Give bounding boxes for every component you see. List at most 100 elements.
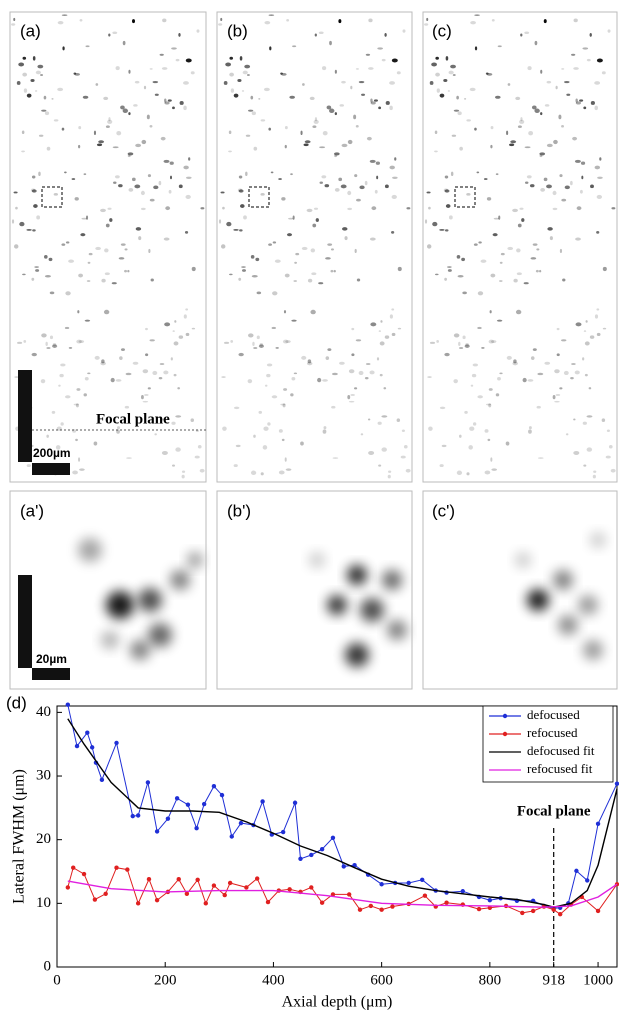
speck	[233, 406, 240, 410]
speck	[561, 124, 565, 128]
speck	[280, 72, 283, 75]
speck	[318, 282, 324, 285]
speck	[149, 339, 155, 342]
speck	[450, 171, 454, 177]
speck	[585, 320, 588, 323]
speck	[183, 81, 189, 85]
speck	[350, 394, 355, 396]
speck	[378, 106, 382, 110]
speck	[111, 282, 117, 285]
speck	[401, 429, 405, 432]
speck	[284, 125, 288, 130]
point	[352, 862, 357, 868]
speck	[250, 470, 257, 476]
speck	[122, 40, 126, 46]
speck	[306, 208, 313, 213]
speck	[558, 114, 562, 120]
speck	[365, 362, 371, 366]
speck	[233, 93, 239, 98]
speck	[237, 79, 242, 82]
speck	[435, 56, 439, 60]
point	[254, 876, 260, 881]
speck	[183, 105, 187, 111]
speck	[559, 174, 563, 178]
speck	[134, 80, 140, 84]
point	[92, 897, 98, 902]
speck	[284, 144, 287, 149]
speck	[540, 112, 543, 116]
point	[229, 834, 234, 839]
speck	[369, 237, 376, 241]
speck	[574, 370, 580, 375]
speck	[469, 87, 476, 92]
speck	[16, 80, 21, 85]
point	[298, 856, 303, 861]
speck	[554, 400, 560, 403]
speck	[555, 85, 558, 90]
speck	[46, 434, 49, 438]
point	[444, 900, 449, 905]
speck	[126, 457, 132, 459]
speck	[183, 314, 187, 319]
speck	[552, 190, 557, 196]
speck	[165, 206, 171, 211]
speck	[32, 56, 36, 61]
blob	[527, 589, 549, 611]
speck	[507, 83, 511, 86]
speck	[477, 326, 482, 330]
speck	[484, 470, 491, 475]
speck	[163, 159, 170, 163]
speck	[448, 215, 453, 220]
speck	[65, 395, 71, 399]
speck	[52, 342, 57, 347]
speck	[549, 236, 553, 241]
point	[595, 908, 601, 914]
point	[368, 903, 374, 909]
speck	[17, 341, 23, 344]
speck	[26, 464, 31, 467]
speck	[40, 74, 44, 77]
point	[530, 908, 536, 914]
speck	[389, 105, 393, 111]
speck	[31, 277, 35, 281]
speck	[370, 101, 376, 105]
speck	[64, 326, 70, 330]
speck	[119, 356, 123, 360]
scale-bar	[32, 463, 70, 475]
speck	[264, 384, 268, 387]
speck	[332, 372, 338, 376]
speck	[428, 426, 433, 431]
speck	[75, 403, 79, 408]
speck	[540, 69, 543, 74]
speck	[351, 353, 355, 357]
speck	[144, 394, 149, 396]
plot-frame	[56, 705, 618, 968]
speck	[471, 373, 477, 378]
speck	[403, 444, 408, 449]
speck	[148, 248, 151, 254]
speck	[324, 184, 330, 188]
speck	[313, 207, 319, 210]
speck	[360, 433, 364, 436]
speck	[489, 310, 492, 314]
speck	[88, 252, 93, 256]
speck	[178, 335, 184, 339]
speck	[488, 403, 492, 408]
legend-label: refocused	[527, 725, 578, 740]
speck	[365, 53, 371, 56]
speck	[154, 433, 157, 436]
speck	[370, 98, 373, 103]
point	[154, 829, 160, 834]
speck	[426, 244, 432, 249]
speck	[175, 447, 181, 452]
speck	[35, 70, 42, 75]
speck	[339, 104, 345, 107]
speck	[147, 387, 151, 390]
speck	[230, 88, 235, 93]
speck	[529, 184, 535, 188]
speck	[23, 88, 28, 93]
speck	[229, 72, 234, 77]
speck	[164, 322, 171, 327]
speck	[310, 248, 316, 253]
speck	[295, 252, 300, 256]
